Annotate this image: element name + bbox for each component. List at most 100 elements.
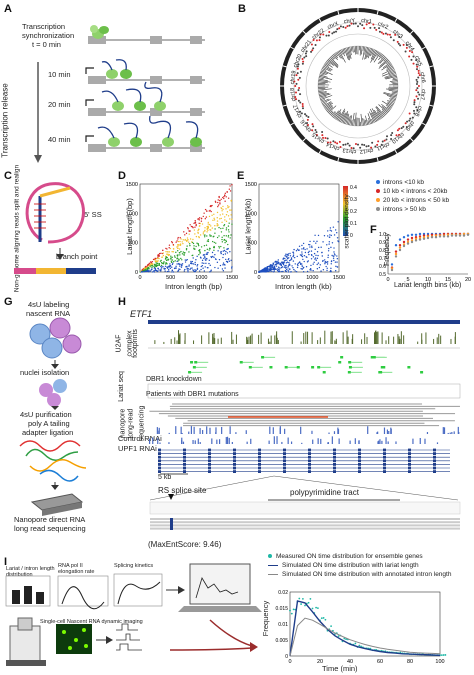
e-point xyxy=(317,262,320,264)
legend-i-item: Simulated ON time distribution with anno… xyxy=(268,570,451,579)
d-point xyxy=(210,210,212,213)
exon xyxy=(383,463,386,466)
d-point xyxy=(210,235,212,237)
u2af-bar xyxy=(246,337,248,344)
e-point xyxy=(292,251,295,254)
exon xyxy=(233,466,236,470)
d-point xyxy=(144,267,146,269)
circos-bar xyxy=(345,47,350,61)
circos-dot xyxy=(352,147,355,150)
i-xlabel: Time (min) xyxy=(322,664,358,673)
circos-bar xyxy=(378,60,389,69)
e-point xyxy=(266,268,269,270)
circos-bar xyxy=(346,116,350,125)
e-point xyxy=(271,270,273,273)
ppt-label: polypyrimidine tract xyxy=(290,488,359,497)
circos-bar xyxy=(319,92,330,96)
e-point xyxy=(314,248,316,251)
i-measured-point xyxy=(317,607,319,610)
i-measured-point xyxy=(324,618,327,621)
circos-dot xyxy=(417,85,420,87)
d-point xyxy=(227,197,230,199)
d-point xyxy=(176,260,178,263)
d-point xyxy=(195,269,197,272)
g-step1-b: nascent RNA xyxy=(26,309,71,318)
chromosome-gap xyxy=(337,157,340,162)
u2af-bar xyxy=(433,338,435,344)
e-point xyxy=(266,266,269,268)
circos-dot xyxy=(312,125,315,128)
circos-bar xyxy=(369,48,374,57)
d-point xyxy=(176,257,178,259)
e-point xyxy=(294,270,296,272)
e-point xyxy=(296,263,299,266)
circos-bar xyxy=(329,57,339,66)
d-point xyxy=(172,248,175,250)
d-point xyxy=(189,230,191,232)
circos-dot xyxy=(390,134,393,137)
circos-bar xyxy=(364,47,368,60)
d-point xyxy=(160,268,162,270)
d-point xyxy=(202,267,204,269)
legend-i-item: Measured ON time distribution for ensemb… xyxy=(268,552,451,561)
e-point xyxy=(325,265,327,268)
circos-dot xyxy=(315,131,318,134)
time-20: 20 min xyxy=(48,100,71,109)
circos-bar xyxy=(352,46,354,53)
circos-bar xyxy=(318,91,327,94)
e-point xyxy=(321,255,323,257)
e-point xyxy=(330,230,333,232)
circos-plot: chr1 chr2chr3chr4chr5chr6chr7chr8chr9chr1… xyxy=(280,8,436,164)
e-point xyxy=(285,270,287,272)
d-point xyxy=(195,223,197,226)
e-point xyxy=(285,253,287,255)
d-point xyxy=(151,264,154,267)
d-point xyxy=(175,251,177,254)
circos-dot xyxy=(369,26,372,29)
circos-bar xyxy=(374,109,381,120)
d-point xyxy=(194,248,196,250)
circos-bar xyxy=(323,65,332,71)
circos-dot xyxy=(312,38,315,41)
f-point xyxy=(402,236,406,239)
e-point xyxy=(310,250,313,252)
d-point xyxy=(203,257,205,260)
circos-dot xyxy=(303,56,306,59)
exon xyxy=(158,448,161,452)
d-point xyxy=(218,235,220,237)
i-measured-point xyxy=(311,607,314,610)
d-point xyxy=(228,258,230,260)
d-point xyxy=(152,258,155,261)
e-point xyxy=(329,227,332,229)
circos-bar xyxy=(379,57,387,64)
seq-exon-end xyxy=(170,518,173,530)
f-point xyxy=(394,244,398,247)
circos-bar xyxy=(342,111,349,124)
exon xyxy=(358,463,361,466)
chromosome-gap xyxy=(376,10,379,15)
i-measured-point xyxy=(289,609,291,612)
u2af-bar xyxy=(352,334,354,344)
circos-dot xyxy=(402,43,405,46)
circos-dot xyxy=(408,50,411,53)
d-point xyxy=(176,240,178,242)
circos-dot xyxy=(328,30,331,33)
u2af-bar xyxy=(364,333,366,344)
u2af-bar xyxy=(179,333,181,344)
e-point xyxy=(327,256,329,259)
upf1-coverage xyxy=(377,441,379,444)
d-point xyxy=(212,219,214,222)
f-point xyxy=(406,242,410,245)
exon xyxy=(333,459,336,463)
d-point xyxy=(186,245,188,247)
circos-bar xyxy=(322,102,327,106)
exon xyxy=(383,466,386,470)
u2af-bar xyxy=(220,337,222,344)
d-point xyxy=(143,268,145,270)
circos-dot xyxy=(391,132,394,135)
e-point xyxy=(328,236,331,238)
circos-dot xyxy=(359,146,362,149)
upf1-coverage xyxy=(381,440,383,444)
e-point xyxy=(295,250,298,252)
d-point xyxy=(195,235,198,238)
